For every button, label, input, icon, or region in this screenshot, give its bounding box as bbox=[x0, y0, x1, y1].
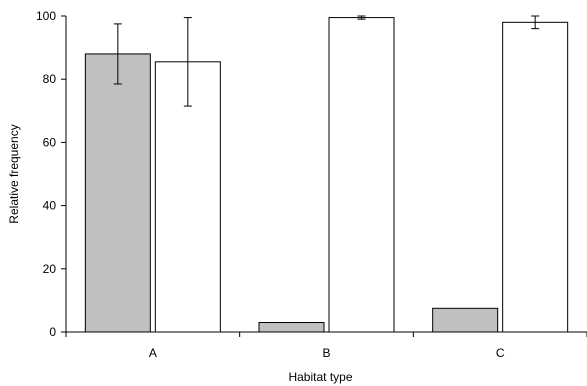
x-ticks: A B C bbox=[65, 332, 587, 360]
axes bbox=[65, 16, 587, 333]
bar bbox=[502, 21, 569, 333]
bars bbox=[84, 17, 569, 333]
y-tick-label: 100 bbox=[36, 9, 56, 23]
y-tick-label: 40 bbox=[43, 199, 57, 213]
x-tick-label: C bbox=[496, 346, 505, 360]
y-tick-label: 20 bbox=[43, 262, 57, 276]
x-axis-title: Habitat type bbox=[288, 370, 352, 384]
y-tick-label: 80 bbox=[43, 72, 57, 86]
x-tick-label: A bbox=[149, 346, 157, 360]
error-bars bbox=[113, 15, 540, 107]
bar bbox=[328, 17, 395, 333]
bar bbox=[84, 53, 151, 333]
y-axis-title: Relative frequency bbox=[7, 124, 21, 223]
bar bbox=[432, 307, 499, 333]
y-tick-label: 60 bbox=[43, 135, 57, 149]
y-ticks: 0 20 40 60 80 100 bbox=[36, 9, 66, 339]
bar bbox=[258, 322, 325, 333]
bar bbox=[154, 61, 221, 333]
x-tick-label: B bbox=[322, 346, 330, 360]
y-tick-label: 0 bbox=[49, 325, 56, 339]
